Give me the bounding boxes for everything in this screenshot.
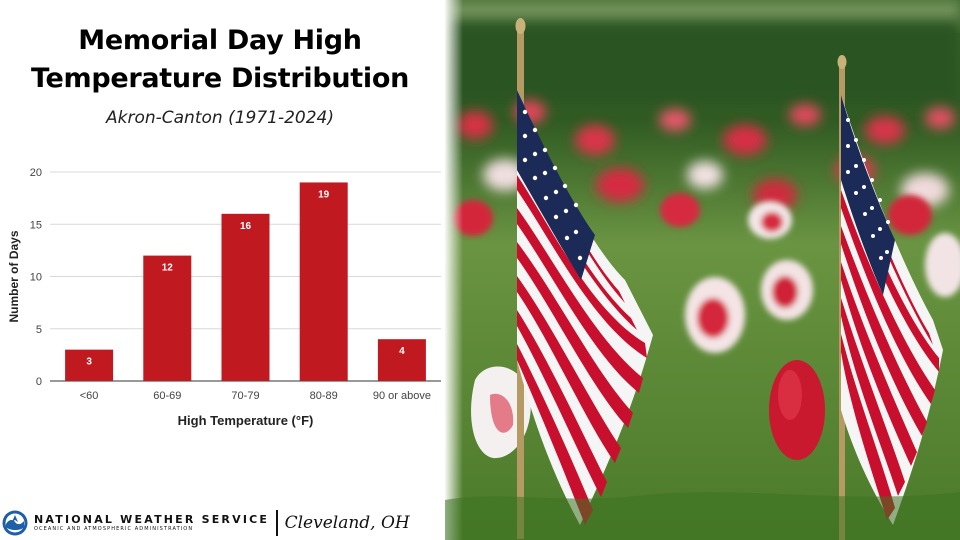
footer-divider: [276, 510, 278, 536]
left-panel: Memorial Day High Temperature Distributi…: [0, 0, 445, 540]
agency-subtitle: OCEANIC AND ATMOSPHERIC ADMINISTRATION: [34, 525, 194, 532]
bar: [221, 213, 270, 381]
y-tick-label: 5: [36, 324, 42, 336]
chart-title-line-2: Temperature Distribution: [30, 63, 410, 94]
agency-name: NATIONAL WEATHER SERVICE: [34, 512, 270, 526]
x-tick-label: 80-89: [310, 390, 338, 402]
chart-subtitle: Akron-Canton (1971-2024): [105, 108, 334, 128]
memorial-flags-photo: [445, 0, 960, 540]
left-flag: [515, 18, 653, 539]
bar-chart: 0 5 10 15 20 3 <60 12 60-69 16 70-79 19 80-89 4 90 or …: [7, 167, 441, 428]
data-label: 19: [318, 189, 330, 200]
y-tick-label: 10: [30, 272, 42, 284]
x-tick-label: <60: [80, 390, 99, 402]
x-tick-label: 90 or above: [373, 390, 431, 402]
y-axis-title: Number of Days: [7, 230, 21, 322]
x-axis-title: High Temperature (°F): [178, 413, 314, 428]
right-flag: [837, 55, 943, 540]
chart-title-line-1: Memorial Day High: [78, 25, 362, 56]
bar: [143, 255, 192, 381]
bar: [65, 349, 114, 381]
bar: [299, 182, 348, 381]
footer: NATIONAL WEATHER SERVICE OCEANIC AND ATM…: [2, 508, 410, 538]
office-name: Cleveland, OH: [284, 513, 410, 533]
x-tick-label: 70-79: [231, 390, 259, 402]
y-tick-label: 15: [30, 219, 42, 231]
chart-title: Memorial Day High Temperature Distributi…: [0, 22, 440, 98]
data-label: 12: [162, 263, 174, 274]
x-tick-label: 60-69: [153, 390, 181, 402]
data-label: 3: [86, 357, 92, 368]
data-label: 4: [399, 346, 405, 357]
bar: [377, 339, 426, 381]
y-tick-label: 0: [36, 376, 42, 388]
y-tick-label: 20: [30, 167, 42, 179]
nws-logo-icon: [2, 510, 28, 536]
data-label: 16: [240, 221, 252, 232]
